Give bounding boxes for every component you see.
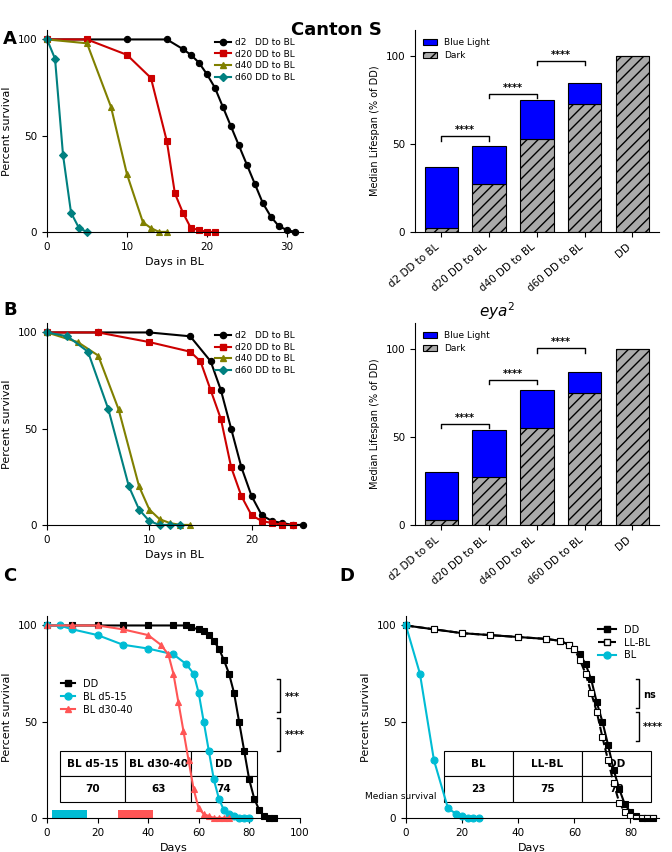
Bar <box>568 83 601 104</box>
Text: C: C <box>3 567 17 584</box>
Text: ****: **** <box>550 49 571 60</box>
Text: ****: **** <box>455 125 475 135</box>
Bar <box>472 477 506 525</box>
X-axis label: Days in BL: Days in BL <box>145 550 204 560</box>
Text: $\it{eya}^2$: $\it{eya}^2$ <box>479 301 515 322</box>
Text: ****: **** <box>503 369 523 379</box>
Y-axis label: Percent survival: Percent survival <box>2 86 12 176</box>
Bar <box>472 146 506 184</box>
Bar <box>520 429 554 525</box>
Legend: Blue Light, Dark: Blue Light, Dark <box>419 34 493 64</box>
Bar <box>520 139 554 232</box>
X-axis label: Days in BL: Days in BL <box>145 257 204 268</box>
Y-axis label: Percent survival: Percent survival <box>2 672 12 762</box>
Legend: d2   DD to BL, d20 DD to BL, d40 DD to BL, d60 DD to BL: d2 DD to BL, d20 DD to BL, d40 DD to BL,… <box>211 34 298 86</box>
Bar <box>568 104 601 232</box>
Y-axis label: Median Lifespan (% of DD): Median Lifespan (% of DD) <box>370 359 380 489</box>
Text: ****: **** <box>643 722 663 733</box>
Text: D: D <box>339 567 354 584</box>
Bar <box>118 810 153 818</box>
Text: A: A <box>3 30 17 48</box>
Bar <box>568 372 601 393</box>
Text: ****: **** <box>455 413 475 423</box>
Bar <box>52 810 87 818</box>
Bar <box>425 472 458 520</box>
Legend: DD, LL-BL, BL: DD, LL-BL, BL <box>595 621 654 665</box>
Text: ***: *** <box>284 692 300 702</box>
Text: Canton S: Canton S <box>290 21 382 39</box>
Bar <box>425 520 458 525</box>
Bar <box>520 389 554 429</box>
Bar <box>568 393 601 525</box>
Y-axis label: Percent survival: Percent survival <box>2 379 12 469</box>
Bar <box>616 56 649 232</box>
Text: Median survival: Median survival <box>365 792 436 801</box>
Legend: DD, BL d5-15, BL d30-40: DD, BL d5-15, BL d30-40 <box>57 675 136 718</box>
Text: ****: **** <box>503 83 523 93</box>
Y-axis label: Median Lifespan (% of DD): Median Lifespan (% of DD) <box>370 66 380 196</box>
Y-axis label: Percent survival: Percent survival <box>361 672 371 762</box>
Bar <box>520 100 554 139</box>
Bar <box>425 167 458 228</box>
Text: ****: **** <box>284 730 304 740</box>
X-axis label: Days: Days <box>518 843 546 852</box>
Bar <box>616 349 649 525</box>
Bar <box>425 228 458 232</box>
Text: ns: ns <box>643 690 656 699</box>
Bar <box>472 184 506 232</box>
Bar <box>472 430 506 477</box>
Legend: d2   DD to BL, d20 DD to BL, d40 DD to BL, d60 DD to BL: d2 DD to BL, d20 DD to BL, d40 DD to BL,… <box>211 327 298 378</box>
Legend: Blue Light, Dark: Blue Light, Dark <box>419 327 493 357</box>
Text: B: B <box>3 301 17 319</box>
Text: ****: **** <box>550 337 571 348</box>
X-axis label: Days: Days <box>159 843 187 852</box>
